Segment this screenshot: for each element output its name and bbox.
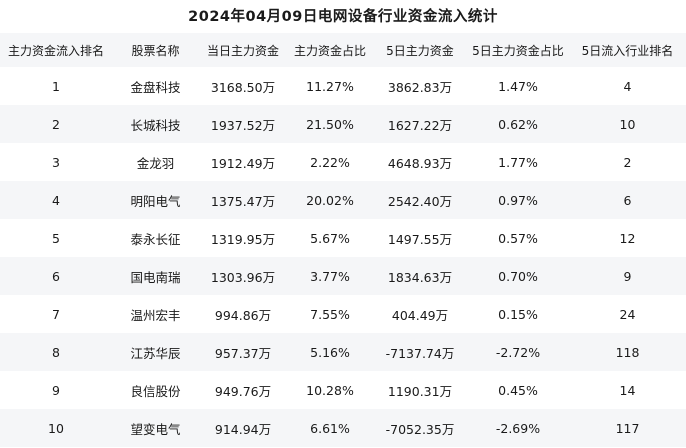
table-row: 1 金盘科技 3168.50万 11.27% 3862.83万 1.47% 4	[0, 67, 686, 105]
table-row: 5 泰永长征 1319.95万 5.67% 1497.55万 0.57% 12	[0, 219, 686, 257]
table-row: 4 明阳电气 1375.47万 20.02% 2542.40万 0.97% 6	[0, 181, 686, 219]
table-cell: 1	[52, 78, 60, 94]
table-cell: -7052.35万	[385, 421, 455, 437]
table-cell: 949.76万	[214, 383, 272, 399]
column-header: 股票名称	[131, 43, 180, 58]
table-cell: 11.27%	[306, 78, 354, 94]
table-cell: 2	[52, 116, 60, 132]
table-row: 2 长城科技 1937.52万 21.50% 1627.22万 0.62% 10	[0, 105, 686, 143]
table-cell: 6.61%	[310, 420, 350, 436]
fund-flow-table: 主力资金流入排名 股票名称 当日主力资金 主力资金占比 5日主力资金 5日主力资金占比 5日…	[0, 33, 686, 447]
table-cell: 9	[52, 382, 60, 398]
table-cell: 1937.52万	[210, 117, 276, 133]
table-cell: 1319.95万	[210, 231, 276, 247]
table-cell: 14	[619, 382, 636, 398]
table-cell: 10	[48, 420, 64, 436]
column-header: 5日主力资金	[386, 43, 454, 58]
table-cell: 3862.83万	[387, 79, 453, 95]
table-cell: 1497.55万	[387, 231, 453, 247]
page-title: 2024年04月09日电网设备行业资金流入统计	[188, 9, 498, 25]
table-cell: 0.45%	[498, 382, 538, 398]
column-header: 5日流入行业排名	[581, 43, 674, 58]
table-cell: 5	[52, 230, 60, 246]
table-cell: 994.86万	[214, 307, 272, 323]
table-cell: -2.69%	[495, 420, 541, 436]
table-cell: -2.72%	[495, 344, 541, 360]
table-cell: 957.37万	[214, 345, 272, 361]
table-cell: 118	[615, 344, 640, 360]
table-cell: 明阳电气	[130, 193, 181, 209]
table-row: 3 金龙羽 1912.49万 2.22% 4648.93万 1.77% 2	[0, 143, 686, 181]
table-header-row: 主力资金流入排名 股票名称 当日主力资金 主力资金占比 5日主力资金 5日主力资金占比 5日…	[0, 33, 686, 67]
table-cell: 914.94万	[214, 421, 272, 437]
table-cell: 7	[52, 306, 60, 322]
table-cell: 6	[52, 268, 60, 284]
table-cell: 9	[623, 268, 632, 284]
table-cell: 12	[619, 230, 636, 246]
table-cell: -7137.74万	[385, 345, 455, 361]
table-cell: 温州宏丰	[130, 307, 181, 323]
table-cell: 4648.93万	[387, 155, 453, 171]
table-cell: 1627.22万	[387, 117, 453, 133]
table-cell: 1303.96万	[210, 269, 276, 285]
table-cell: 1.47%	[498, 78, 538, 94]
table-cell: 1375.47万	[210, 193, 276, 209]
table-cell: 1834.63万	[387, 269, 453, 285]
table-cell: 0.97%	[498, 192, 538, 208]
table-cell: 2.22%	[310, 154, 350, 170]
table-cell: 20.02%	[306, 192, 354, 208]
table-cell: 望变电气	[130, 421, 181, 437]
table-cell: 0.15%	[498, 306, 538, 322]
table-cell: 1912.49万	[210, 155, 276, 171]
table-row: 6 国电南瑞 1303.96万 3.77% 1834.63万 0.70% 9	[0, 257, 686, 295]
table-cell: 117	[615, 420, 640, 436]
table-cell: 404.49万	[391, 307, 449, 323]
table-row: 10 望变电气 914.94万 6.61% -7052.35万 -2.69% 117	[0, 409, 686, 447]
table-cell: 良信股份	[130, 383, 181, 399]
table-cell: 江苏华辰	[130, 345, 181, 361]
table-cell: 3168.50万	[210, 79, 276, 95]
table-cell: 21.50%	[306, 116, 354, 132]
table-cell: 10.28%	[306, 382, 354, 398]
table-cell: 2542.40万	[387, 193, 453, 209]
table-cell: 10	[619, 116, 636, 132]
table-cell: 长城科技	[130, 117, 181, 133]
table-cell: 金盘科技	[130, 79, 181, 95]
table-cell: 金龙羽	[136, 155, 175, 171]
table-cell: 泰永长征	[130, 231, 181, 247]
table-cell: 8	[52, 344, 60, 360]
table-cell: 7.55%	[310, 306, 350, 322]
table-cell: 3	[52, 154, 60, 170]
column-header: 当日主力资金	[206, 43, 279, 58]
table-cell: 6	[623, 192, 632, 208]
table-cell: 1.77%	[498, 154, 538, 170]
table-cell: 2	[623, 154, 632, 170]
table-cell: 1190.31万	[387, 383, 453, 399]
table-cell: 0.70%	[498, 268, 538, 284]
table-cell: 4	[623, 78, 632, 94]
table-cell: 0.57%	[498, 230, 538, 246]
column-header: 5日主力资金占比	[472, 43, 564, 58]
table-cell: 5.67%	[310, 230, 350, 246]
column-header: 主力资金流入排名	[7, 43, 104, 58]
column-header: 主力资金占比	[293, 43, 366, 58]
table-row: 8 江苏华辰 957.37万 5.16% -7137.74万 -2.72% 118	[0, 333, 686, 371]
table-cell: 24	[619, 306, 636, 322]
table-row: 9 良信股份 949.76万 10.28% 1190.31万 0.45% 14	[0, 371, 686, 409]
table-cell: 3.77%	[310, 268, 350, 284]
table-cell: 5.16%	[310, 344, 350, 360]
table-body: 1 金盘科技 3168.50万 11.27% 3862.83万 1.47% 4 2 长城科技 19…	[0, 67, 686, 447]
table-cell: 国电南瑞	[130, 269, 181, 285]
table-row: 7 温州宏丰 994.86万 7.55% 404.49万 0.15% 24	[0, 295, 686, 333]
table-cell: 0.62%	[498, 116, 538, 132]
table-cell: 4	[52, 192, 60, 208]
